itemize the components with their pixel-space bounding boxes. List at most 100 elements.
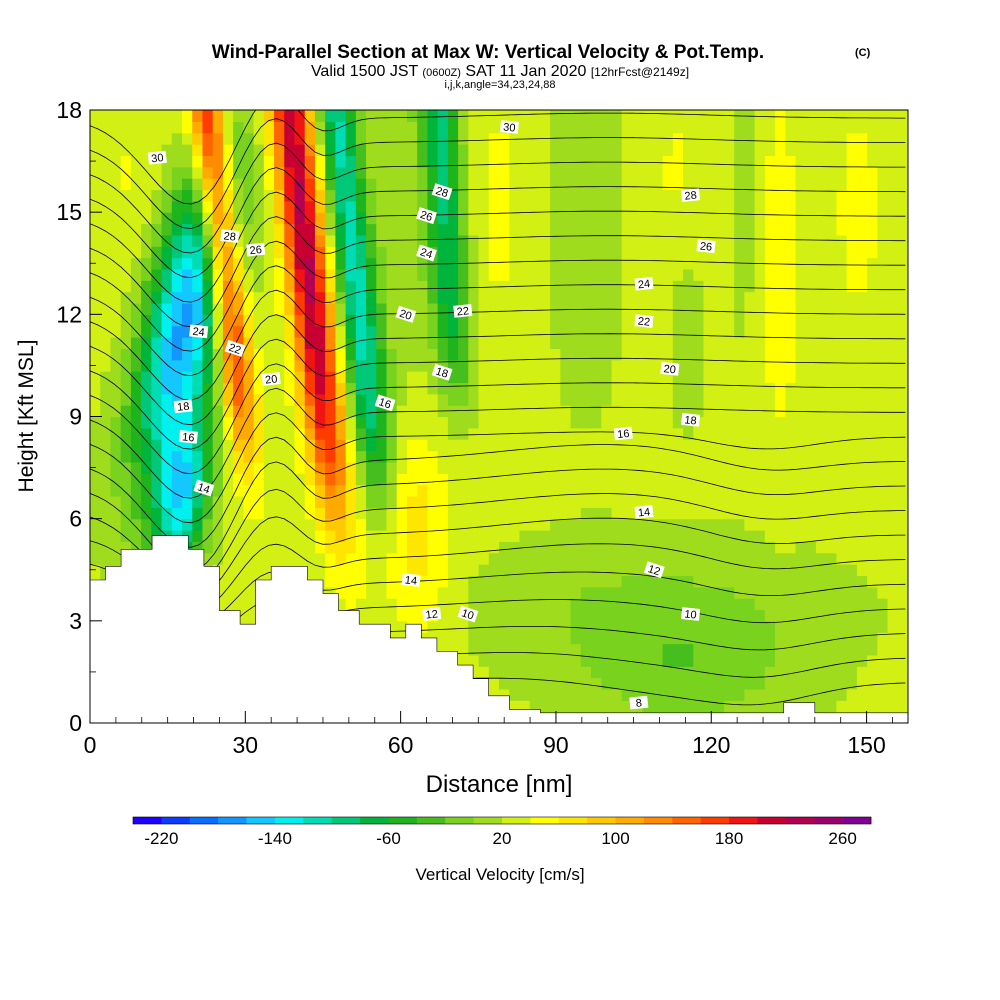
velocity-cell bbox=[182, 234, 193, 247]
velocity-cell bbox=[877, 552, 889, 565]
velocity-cell bbox=[396, 178, 408, 191]
velocity-cell bbox=[529, 552, 541, 565]
velocity-cell bbox=[805, 178, 817, 191]
velocity-cell bbox=[386, 302, 398, 315]
velocity-cell bbox=[611, 314, 623, 327]
velocity-cell bbox=[335, 189, 347, 202]
velocity-cell bbox=[805, 200, 817, 213]
velocity-cell bbox=[130, 416, 142, 429]
velocity-cell bbox=[304, 427, 316, 440]
velocity-cell bbox=[550, 348, 561, 361]
velocity-cell bbox=[192, 166, 204, 179]
velocity-cell bbox=[499, 314, 510, 327]
colorbar-segment bbox=[274, 817, 304, 824]
x-tick-label: 30 bbox=[233, 732, 259, 758]
velocity-cell bbox=[447, 382, 459, 395]
velocity-cell bbox=[795, 393, 807, 406]
velocity-cell bbox=[764, 654, 776, 667]
velocity-cell bbox=[846, 348, 858, 361]
velocity-cell bbox=[437, 280, 449, 293]
velocity-cell bbox=[468, 212, 480, 225]
velocity-cell bbox=[723, 359, 735, 372]
velocity-cell bbox=[570, 654, 582, 667]
velocity-cell bbox=[897, 155, 908, 168]
velocity-cell bbox=[846, 314, 858, 327]
velocity-cell bbox=[325, 337, 336, 349]
velocity-cell bbox=[867, 166, 878, 179]
velocity-cell bbox=[335, 598, 347, 611]
velocity-cell bbox=[325, 200, 336, 213]
velocity-cell bbox=[805, 337, 817, 349]
colorbar-segment bbox=[189, 817, 219, 824]
velocity-cell bbox=[366, 371, 377, 384]
velocity-cell bbox=[611, 564, 623, 577]
velocity-cell bbox=[652, 268, 664, 281]
velocity-cell bbox=[478, 291, 490, 304]
velocity-cell bbox=[734, 405, 746, 418]
velocity-cell bbox=[437, 507, 449, 520]
velocity-cell bbox=[713, 348, 725, 361]
velocity-cell bbox=[795, 166, 807, 179]
velocity-cell bbox=[376, 348, 388, 361]
velocity-cell bbox=[754, 371, 766, 384]
velocity-cell bbox=[897, 688, 908, 701]
velocity-cell bbox=[130, 495, 142, 508]
theta-contour-line bbox=[90, 338, 906, 450]
velocity-cell bbox=[130, 246, 142, 259]
velocity-cell bbox=[509, 325, 521, 338]
velocity-cell bbox=[355, 302, 367, 315]
velocity-cell bbox=[161, 427, 173, 440]
velocity-cell bbox=[284, 223, 296, 236]
velocity-cell bbox=[509, 110, 521, 122]
velocity-cell bbox=[580, 325, 592, 338]
velocity-cell bbox=[417, 473, 429, 486]
velocity-cell bbox=[519, 223, 531, 236]
velocity-cell bbox=[253, 166, 265, 179]
velocity-cell bbox=[396, 609, 408, 622]
velocity-cell bbox=[539, 314, 551, 327]
velocity-cell bbox=[243, 291, 255, 304]
velocity-cell bbox=[468, 371, 480, 384]
velocity-cell bbox=[795, 461, 807, 474]
velocity-cell bbox=[580, 178, 592, 191]
velocity-cell bbox=[570, 337, 582, 349]
velocity-cell bbox=[805, 246, 817, 259]
velocity-cell bbox=[734, 234, 746, 247]
velocity-cell bbox=[642, 575, 653, 588]
velocity-cell bbox=[233, 382, 244, 395]
velocity-cell bbox=[458, 144, 469, 157]
velocity-cell bbox=[693, 393, 705, 406]
velocity-cell bbox=[683, 530, 694, 542]
velocity-cell bbox=[468, 144, 480, 157]
velocity-cell bbox=[734, 666, 746, 679]
velocity-cell bbox=[846, 450, 858, 463]
velocity-cell bbox=[335, 495, 347, 508]
theta-label: 28 bbox=[431, 183, 453, 200]
velocity-cell bbox=[815, 348, 827, 361]
velocity-cell bbox=[366, 575, 377, 588]
velocity-cell bbox=[396, 144, 408, 157]
velocity-cell bbox=[539, 189, 551, 202]
velocity-cell bbox=[447, 348, 459, 361]
velocity-cell bbox=[284, 234, 296, 247]
velocity-cell bbox=[222, 325, 234, 338]
velocity-cell bbox=[335, 450, 347, 463]
velocity-cell bbox=[560, 609, 572, 622]
velocity-cell bbox=[417, 393, 429, 406]
velocity-cell bbox=[580, 257, 592, 270]
velocity-cell bbox=[427, 484, 439, 497]
velocity-cell bbox=[662, 427, 674, 440]
velocity-cell bbox=[233, 461, 244, 474]
velocity-cell bbox=[601, 450, 613, 463]
velocity-cell bbox=[294, 427, 306, 440]
velocity-cell bbox=[212, 495, 224, 508]
velocity-cell bbox=[836, 609, 848, 622]
velocity-cell bbox=[795, 688, 807, 701]
velocity-cell bbox=[897, 507, 908, 520]
velocity-cell bbox=[468, 586, 480, 599]
velocity-cell bbox=[488, 234, 500, 247]
velocity-cell bbox=[386, 348, 398, 361]
theta-label: 14 bbox=[401, 573, 421, 588]
velocity-cell bbox=[642, 643, 653, 656]
velocity-cell bbox=[222, 121, 234, 134]
